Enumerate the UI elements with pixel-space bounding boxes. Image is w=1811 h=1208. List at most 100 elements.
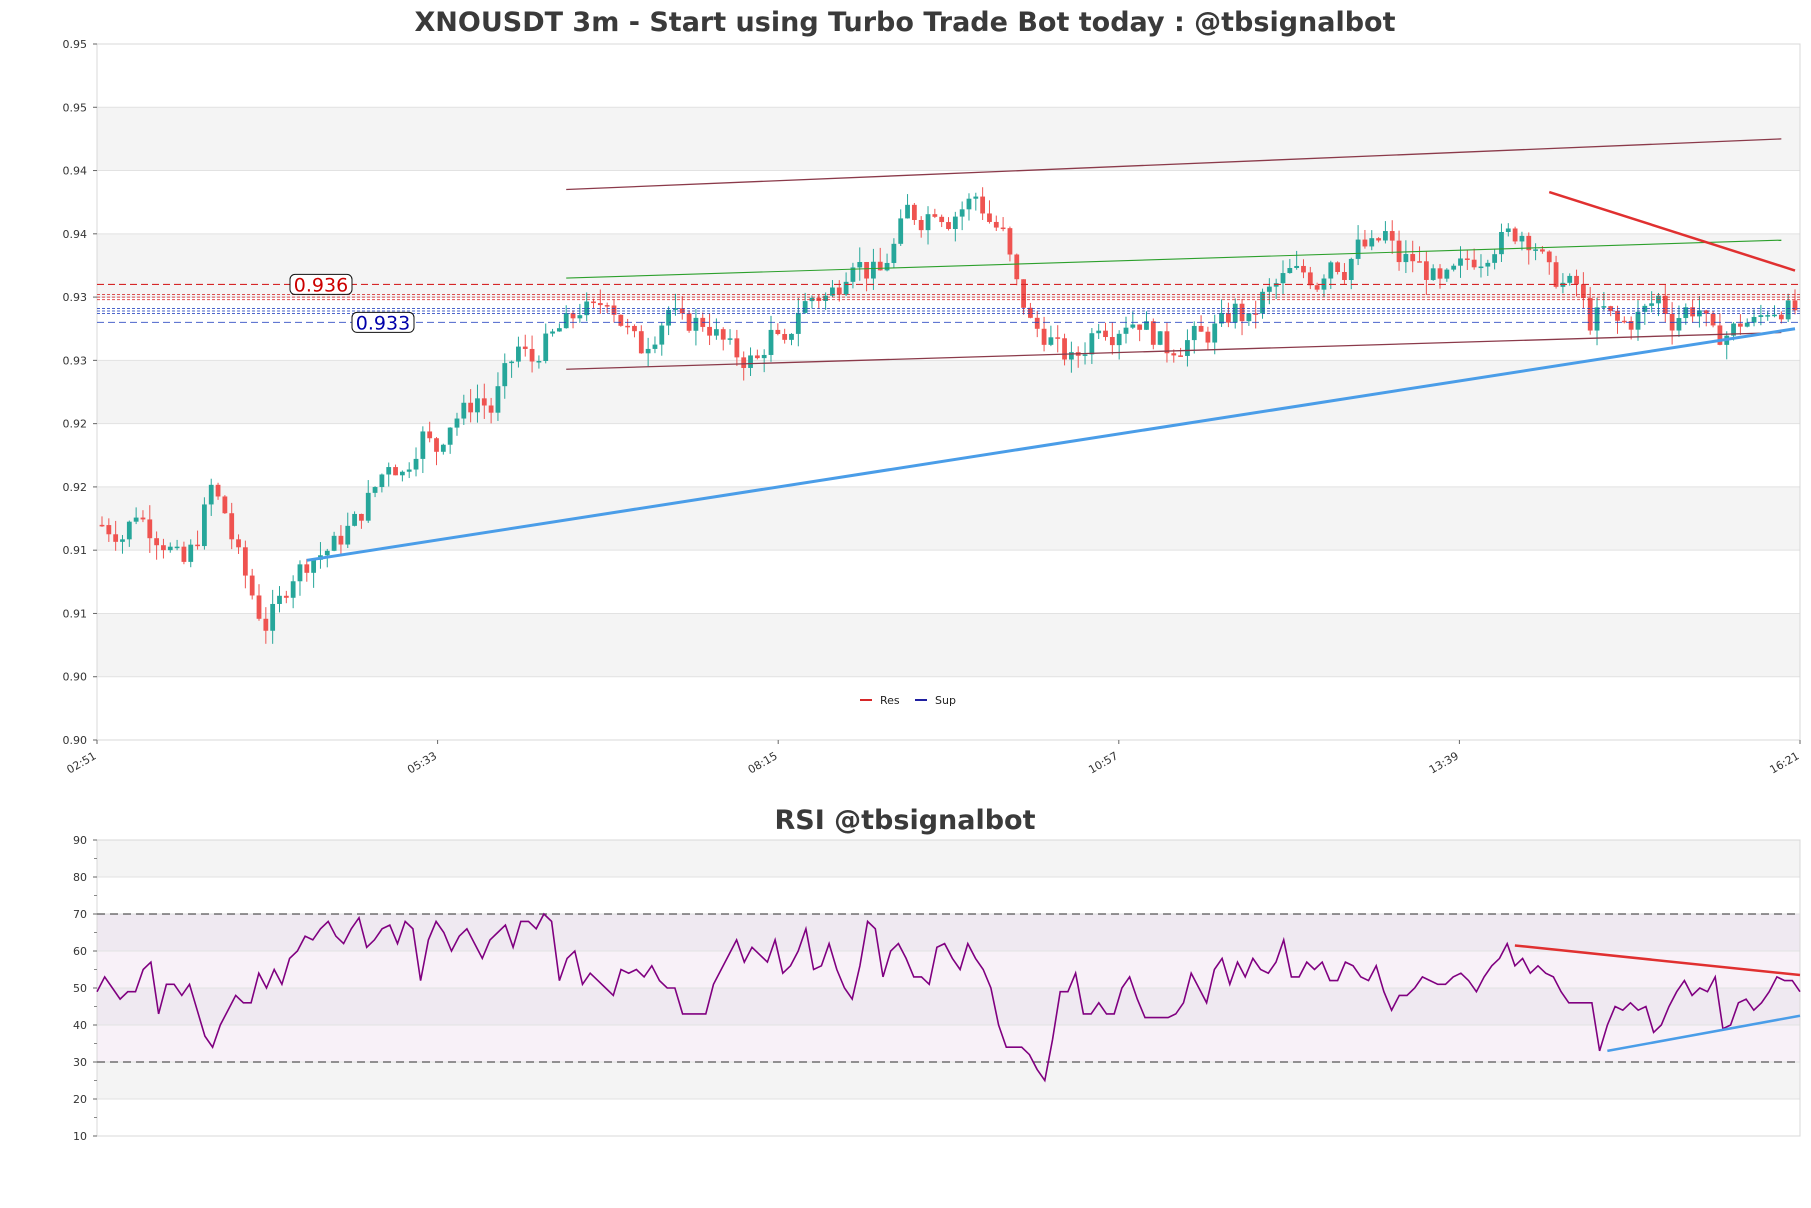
candle-body — [577, 315, 583, 319]
candle-body — [659, 325, 665, 345]
rsi-grid-band — [97, 914, 1800, 951]
candle-body — [1314, 285, 1320, 290]
candle-body — [1615, 310, 1620, 321]
candle-body — [1594, 307, 1600, 331]
candle-body — [195, 544, 200, 547]
y-tick-label: 0.92 — [63, 481, 88, 494]
rsi-grid-band — [97, 1062, 1800, 1099]
candle-body — [1485, 262, 1491, 267]
candle-body — [1676, 318, 1682, 331]
support-trend-line — [306, 327, 1796, 562]
candle-body — [1533, 249, 1538, 251]
candle-body — [454, 418, 460, 428]
candle-body — [215, 484, 221, 497]
y-tick-label: 0.90 — [63, 671, 88, 684]
candle-body — [618, 314, 624, 326]
candle-body — [434, 438, 439, 452]
candle-body — [352, 513, 357, 526]
candle-body — [181, 546, 187, 562]
x-tick-label: 16:21 — [1768, 749, 1802, 776]
candle-body — [761, 354, 767, 359]
candle-body — [1301, 265, 1306, 273]
y-tick-label: 0.91 — [63, 607, 88, 620]
resistance-trend-line — [1548, 190, 1796, 272]
candle-body — [331, 535, 337, 551]
candle-body — [1403, 254, 1409, 263]
candle-body — [1007, 228, 1013, 255]
rsi-y-tick-label: 30 — [73, 1056, 87, 1069]
candle-body — [509, 361, 514, 364]
candle-body — [1225, 312, 1231, 323]
candle-body — [188, 544, 194, 562]
rsi-y-tick-label: 40 — [73, 1019, 87, 1032]
candle-body — [1198, 325, 1204, 332]
candle-body — [1492, 254, 1498, 263]
candle-body — [1574, 275, 1579, 285]
candle-body — [140, 517, 146, 520]
candle-body — [522, 346, 528, 349]
sup-level-label: 0.933 — [356, 312, 410, 334]
candle-body — [229, 513, 235, 540]
candle-body — [1164, 331, 1170, 354]
candle-body — [516, 346, 521, 362]
candle-body — [946, 222, 951, 230]
rsi-y-tick-label: 20 — [73, 1093, 87, 1106]
candle-body — [133, 517, 139, 522]
candle-body — [256, 595, 262, 619]
candle-body — [406, 469, 412, 472]
candle-body — [1260, 291, 1265, 314]
candle-body — [413, 458, 419, 470]
candle-body — [1362, 239, 1368, 247]
candle-body — [304, 564, 310, 573]
candle-body — [1519, 235, 1525, 242]
candle-body — [1369, 238, 1375, 247]
rsi-grid-band — [97, 840, 1800, 877]
candle-body — [932, 214, 938, 217]
candle-body — [1103, 330, 1108, 338]
candle-body — [106, 525, 112, 535]
res-level-label-box — [289, 273, 353, 295]
candle-body — [1601, 306, 1607, 308]
candle-body — [836, 287, 842, 295]
candle-body — [1785, 300, 1791, 320]
candle-body — [147, 519, 153, 539]
price-chart-title: XNOUSDT 3m - Start using Turbo Trade Bot… — [414, 7, 1395, 38]
candle-body — [502, 363, 508, 387]
sup-level-label-box — [351, 311, 415, 333]
candle-body — [120, 539, 125, 542]
candle-body — [754, 355, 760, 359]
candle-body — [1123, 327, 1129, 334]
candle-body — [1737, 323, 1743, 327]
candle-body — [379, 474, 385, 488]
legend-res-label: Res — [880, 694, 900, 707]
y-tick-label: 0.95 — [63, 101, 88, 114]
rsi-y-tick-label: 90 — [73, 834, 87, 847]
rsi-y-tick-label: 10 — [73, 1130, 87, 1143]
candle-body — [1253, 313, 1259, 315]
plot-frame — [96, 43, 1801, 741]
y-tick-label: 0.94 — [63, 228, 88, 241]
y-tick-label: 0.94 — [63, 165, 88, 178]
candle-body — [495, 386, 501, 413]
candle-body — [1342, 271, 1347, 280]
candle-body — [1068, 352, 1074, 360]
candle-body — [939, 216, 945, 223]
candle-body — [864, 262, 869, 279]
candle-body — [597, 303, 603, 306]
candle-body — [174, 546, 180, 549]
candle-body — [1451, 265, 1457, 270]
candle-body — [877, 261, 883, 271]
candle-body — [1034, 317, 1040, 329]
candle-body — [1662, 295, 1668, 314]
candle-body — [1628, 320, 1634, 330]
rsi-chart-title: RSI @tbsignalbot — [774, 805, 1035, 836]
candle-body — [440, 444, 446, 452]
candle-body — [550, 331, 555, 334]
y-tick-label: 0.92 — [63, 418, 88, 431]
candle-body — [311, 559, 317, 573]
candle-body — [1389, 231, 1395, 241]
candle-body — [338, 535, 344, 545]
candle-body — [748, 355, 753, 368]
candle-body — [1130, 324, 1136, 328]
